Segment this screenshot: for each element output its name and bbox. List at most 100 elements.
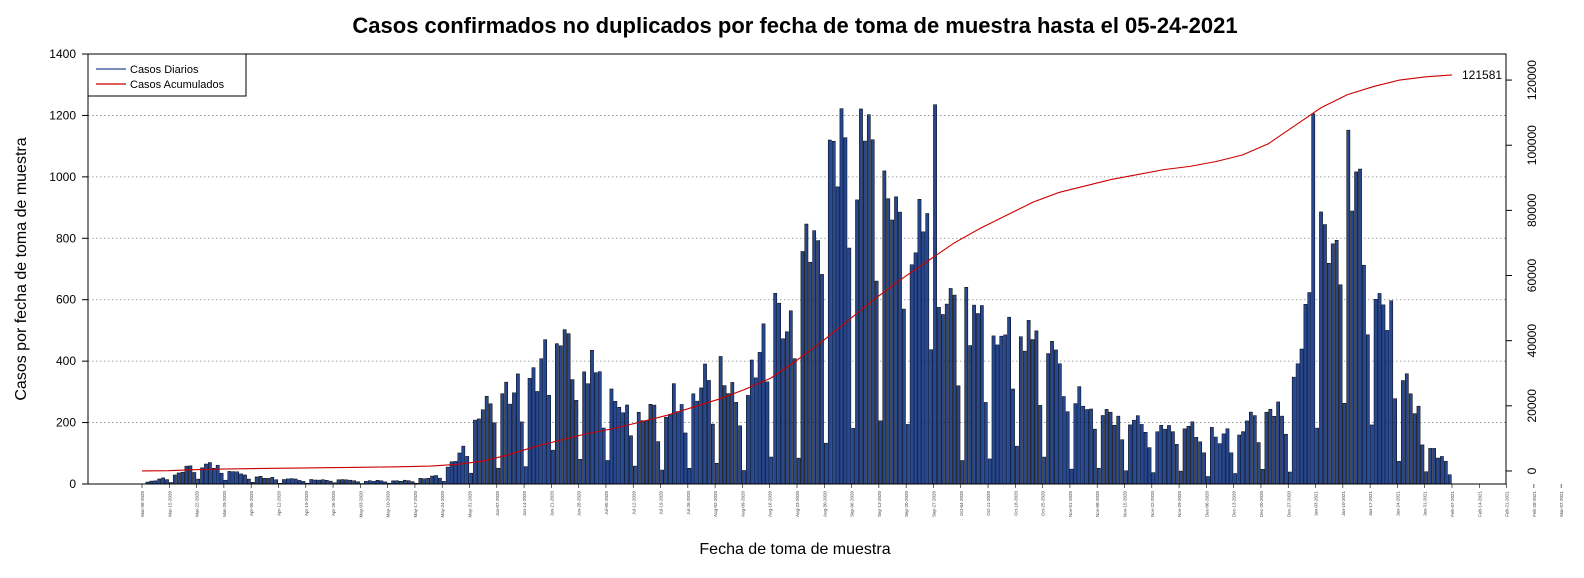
x-tick-label: Sep-27-2020 bbox=[931, 491, 936, 518]
y-tick-label: 400 bbox=[56, 354, 76, 368]
y-tick-label: 800 bbox=[56, 231, 76, 245]
bar bbox=[1046, 353, 1050, 485]
bar bbox=[769, 456, 774, 485]
bar bbox=[1167, 425, 1171, 485]
bar bbox=[1217, 443, 1222, 485]
x-tick-label: May-31-2020 bbox=[468, 491, 473, 518]
bar bbox=[683, 432, 688, 485]
bar bbox=[539, 358, 544, 485]
bar bbox=[921, 231, 926, 485]
bar bbox=[1174, 444, 1179, 485]
bar bbox=[855, 199, 859, 485]
bar bbox=[180, 471, 185, 485]
bar bbox=[578, 459, 583, 485]
bar bbox=[1135, 415, 1140, 485]
y-tick-label: 1400 bbox=[49, 47, 76, 61]
bar bbox=[917, 199, 922, 485]
bar bbox=[894, 196, 898, 485]
bar bbox=[1389, 300, 1394, 485]
bar bbox=[192, 472, 197, 485]
bar bbox=[247, 478, 251, 485]
bar bbox=[1260, 469, 1265, 485]
x-tick-label: Nov-01-2020 bbox=[1068, 491, 1073, 518]
bar bbox=[1178, 470, 1183, 485]
y-tick-label: 0 bbox=[69, 477, 76, 491]
y2-tick-label: 20000 bbox=[1525, 389, 1539, 423]
bar bbox=[749, 359, 754, 485]
bar bbox=[543, 339, 548, 485]
bar bbox=[820, 274, 824, 485]
bar bbox=[1443, 461, 1448, 485]
bar bbox=[570, 379, 575, 485]
x-tick-label: Aug-02-2020 bbox=[713, 491, 718, 518]
bar bbox=[317, 479, 321, 485]
bar bbox=[1194, 437, 1199, 485]
x-tick-label: Aug-16-2020 bbox=[768, 491, 773, 518]
bar bbox=[500, 393, 505, 485]
bar bbox=[219, 472, 224, 485]
x-tick-label: May-17-2020 bbox=[413, 491, 418, 518]
bar bbox=[859, 108, 863, 485]
bar bbox=[796, 457, 801, 485]
bar bbox=[176, 472, 181, 485]
bar bbox=[161, 477, 165, 485]
x-tick-label: Jul-26-2020 bbox=[686, 491, 691, 515]
bar bbox=[847, 247, 852, 485]
bar bbox=[1249, 411, 1253, 485]
legend-box bbox=[87, 53, 247, 97]
x-tick-label: Dec-06-2020 bbox=[1204, 491, 1209, 518]
bar bbox=[972, 304, 976, 485]
bar bbox=[1346, 129, 1351, 485]
bar bbox=[196, 478, 201, 485]
bar bbox=[726, 393, 731, 485]
x-tick-label: Dec-13-2020 bbox=[1232, 491, 1237, 518]
bar bbox=[1116, 415, 1121, 485]
bar bbox=[874, 280, 879, 485]
bar bbox=[1213, 436, 1218, 485]
x-tick-label: Feb-07-2021 bbox=[1450, 491, 1455, 517]
bar bbox=[227, 471, 232, 485]
x-axis: Mar-08-2020 Mar-15-2020 Mar-22-2020 Mar-29-… bbox=[140, 483, 1564, 518]
x-tick-label: Aug-09-2020 bbox=[740, 491, 745, 518]
bar bbox=[1369, 424, 1374, 485]
bar bbox=[508, 403, 512, 485]
bar bbox=[551, 449, 555, 485]
bar bbox=[488, 403, 493, 485]
bar bbox=[1034, 330, 1039, 485]
bar bbox=[340, 479, 345, 485]
bar bbox=[718, 356, 723, 485]
bar bbox=[644, 420, 649, 485]
bar bbox=[1202, 452, 1206, 485]
bar bbox=[566, 333, 571, 485]
bar bbox=[1280, 415, 1284, 485]
bar bbox=[1362, 264, 1366, 485]
bar bbox=[243, 474, 247, 485]
bar bbox=[211, 467, 216, 485]
bar bbox=[258, 476, 263, 485]
bar bbox=[1132, 419, 1136, 485]
bar bbox=[188, 465, 193, 485]
bar bbox=[590, 350, 594, 485]
bar bbox=[547, 395, 551, 485]
bar bbox=[722, 385, 727, 485]
bar bbox=[1330, 243, 1335, 485]
bar bbox=[309, 479, 314, 485]
x-tick-label: May-24-2020 bbox=[440, 491, 445, 518]
bar bbox=[254, 476, 259, 485]
bar bbox=[983, 402, 988, 485]
x-tick-label: Mar-07-2021 bbox=[1559, 491, 1564, 517]
bar bbox=[808, 261, 813, 485]
bar bbox=[1428, 448, 1433, 485]
bar bbox=[555, 343, 559, 485]
x-tick-label: Jan-31-2021 bbox=[1423, 491, 1428, 517]
bar bbox=[1147, 447, 1152, 485]
x-tick-label: Mar-08-2020 bbox=[140, 491, 145, 517]
bar bbox=[1408, 393, 1413, 485]
bar bbox=[594, 372, 598, 485]
bar bbox=[1065, 411, 1070, 485]
bar bbox=[1159, 425, 1164, 485]
bar bbox=[738, 425, 742, 485]
bar bbox=[1397, 461, 1401, 485]
bar bbox=[707, 380, 711, 485]
bar bbox=[999, 335, 1004, 485]
